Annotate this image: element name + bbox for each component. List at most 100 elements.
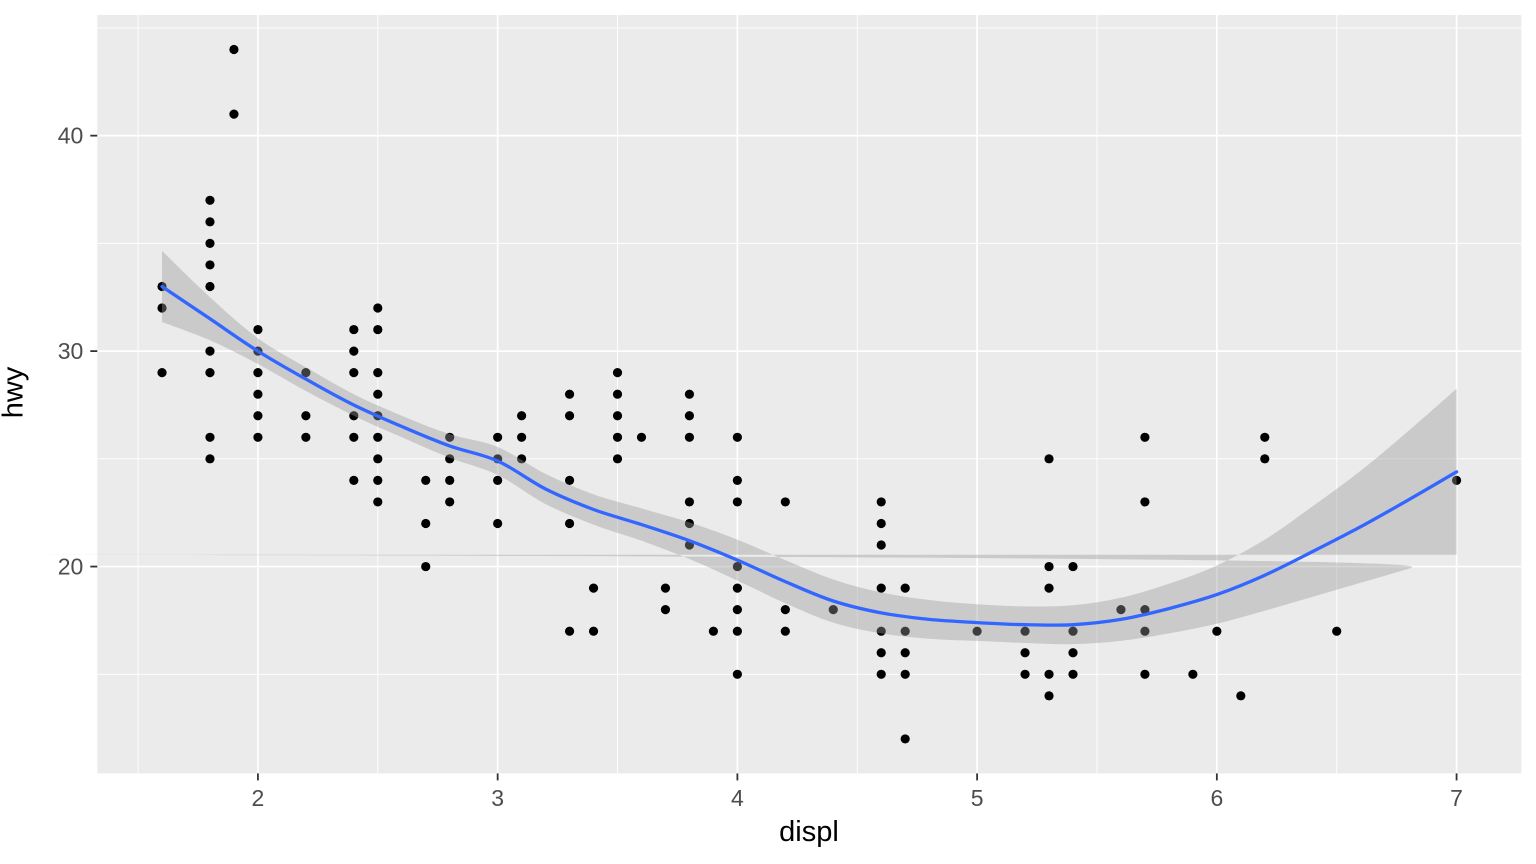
scatter-point xyxy=(421,475,431,485)
x-tick-label: 5 xyxy=(971,785,984,811)
scatter-point xyxy=(205,238,215,248)
scatter-point xyxy=(972,626,982,636)
scatter-point xyxy=(421,518,431,529)
scatter-point xyxy=(349,346,359,356)
scatter-point xyxy=(876,583,886,593)
scatter-point xyxy=(684,518,695,529)
scatter-point xyxy=(732,605,742,615)
scatter-point xyxy=(564,411,575,421)
scatter-point xyxy=(373,368,383,378)
y-tick-label: 30 xyxy=(58,338,84,364)
scatter-point xyxy=(493,432,503,442)
scatter-point xyxy=(1068,626,1078,636)
scatter-point xyxy=(205,432,215,442)
scatter-point xyxy=(1044,454,1054,464)
scatter-point xyxy=(301,432,311,442)
scatter-point xyxy=(205,281,215,292)
scatter-point xyxy=(732,432,742,442)
scatter-point xyxy=(1140,669,1150,679)
scatter-point xyxy=(660,605,671,615)
scatter-point xyxy=(612,411,623,421)
scatter-point xyxy=(1451,475,1462,485)
scatter-point xyxy=(1068,669,1078,679)
scatter-point xyxy=(780,626,790,636)
scatter-point xyxy=(517,432,527,442)
scatter-point xyxy=(205,368,215,378)
x-tick-label: 2 xyxy=(252,785,265,811)
scatter-point xyxy=(493,518,503,529)
scatter-point xyxy=(373,303,383,313)
scatter-point xyxy=(900,648,910,658)
scatter-point xyxy=(564,475,575,485)
scatter-point xyxy=(900,583,910,593)
scatter-point xyxy=(205,260,215,270)
panel-background xyxy=(97,15,1522,774)
scatter-point xyxy=(684,432,695,442)
scatter-point xyxy=(253,389,263,399)
scatter-point xyxy=(612,389,623,399)
scatter-point xyxy=(1332,626,1342,636)
scatter-point xyxy=(564,389,575,399)
scatter-point xyxy=(588,626,599,636)
x-tick-label: 3 xyxy=(491,785,504,811)
x-axis-title: displ xyxy=(779,816,839,848)
scatter-point xyxy=(301,411,311,421)
scatter-point xyxy=(612,432,623,442)
scatter-point xyxy=(445,454,455,464)
scatter-point xyxy=(373,324,383,335)
scatter-point xyxy=(876,497,886,507)
scatter-point xyxy=(253,368,263,378)
scatter-point xyxy=(349,368,359,378)
scatter-point xyxy=(684,411,695,421)
scatter-point xyxy=(732,626,742,636)
scatter-point xyxy=(253,324,263,335)
y-tick-label: 40 xyxy=(58,123,84,149)
scatter-point xyxy=(1044,691,1054,701)
scatter-point xyxy=(1188,669,1198,679)
scatter-point xyxy=(445,497,455,507)
scatter-point xyxy=(373,389,383,399)
y-tick-label: 20 xyxy=(58,554,84,580)
scatter-point xyxy=(349,411,359,421)
y-axis-title: hwy xyxy=(0,366,30,419)
scatter-point xyxy=(828,605,838,615)
scatter-point xyxy=(564,518,575,529)
scatter-point xyxy=(876,540,886,550)
scatter-point xyxy=(157,368,167,378)
scatter-point xyxy=(1020,626,1030,636)
scatter-point xyxy=(612,454,623,464)
scatter-point xyxy=(588,583,599,593)
scatter-point xyxy=(445,432,455,442)
scatter-point xyxy=(349,432,359,442)
scatter-point xyxy=(732,583,742,593)
loess-smooth-line xyxy=(160,284,1459,627)
scatter-point xyxy=(732,669,742,679)
scatter-point xyxy=(684,389,695,399)
scatter-point xyxy=(205,217,215,227)
scatter-point xyxy=(253,432,263,442)
scatter-point xyxy=(445,475,455,485)
scatter-point xyxy=(373,432,383,442)
scatter-point xyxy=(900,669,910,679)
scatter-point xyxy=(1140,626,1150,636)
scatter-point xyxy=(876,518,886,529)
scatter-point xyxy=(1212,626,1222,636)
scatter-point xyxy=(253,411,263,421)
scatter-point xyxy=(1140,497,1150,507)
scatter-point xyxy=(636,432,647,442)
scatter-point xyxy=(684,497,695,507)
scatter-point xyxy=(229,44,239,55)
scatter-point xyxy=(1068,561,1078,572)
scatter-point xyxy=(1020,648,1030,658)
confidence-band xyxy=(0,250,1457,645)
scatter-point xyxy=(229,109,239,119)
scatter-point xyxy=(780,605,790,615)
scatter-point xyxy=(660,583,671,593)
scatter-point xyxy=(205,195,215,205)
scatter-point xyxy=(517,454,527,464)
scatter-point xyxy=(421,561,431,572)
scatter-point xyxy=(732,497,742,507)
scatter-point xyxy=(1020,669,1030,679)
